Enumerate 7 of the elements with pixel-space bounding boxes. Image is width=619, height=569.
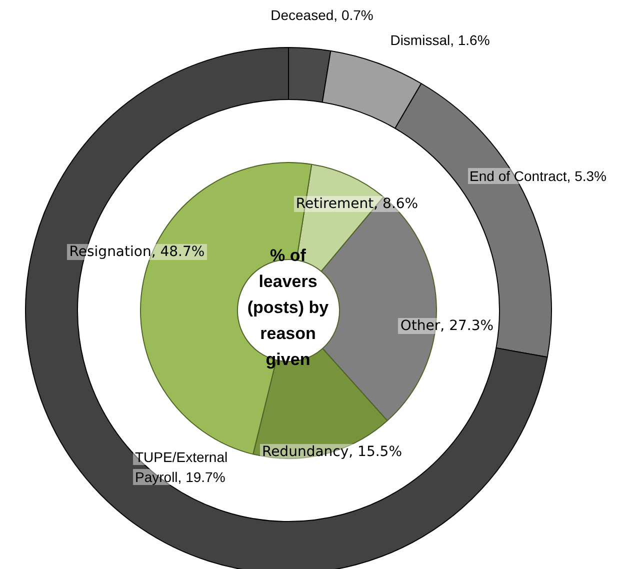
slice-label: Other, 27.3% xyxy=(398,318,496,334)
slice-label: Deceased, 0.7% xyxy=(268,7,376,23)
slice-label: Redundancy, 15.5% xyxy=(260,444,404,460)
slice-label: Retirement, 8.6% xyxy=(294,196,420,212)
slice-label: Resignation, 48.7% xyxy=(67,244,207,260)
slice-label: Dismissal, 1.6% xyxy=(388,32,492,48)
slice-label: End of Contract, 5.3% xyxy=(468,168,608,184)
